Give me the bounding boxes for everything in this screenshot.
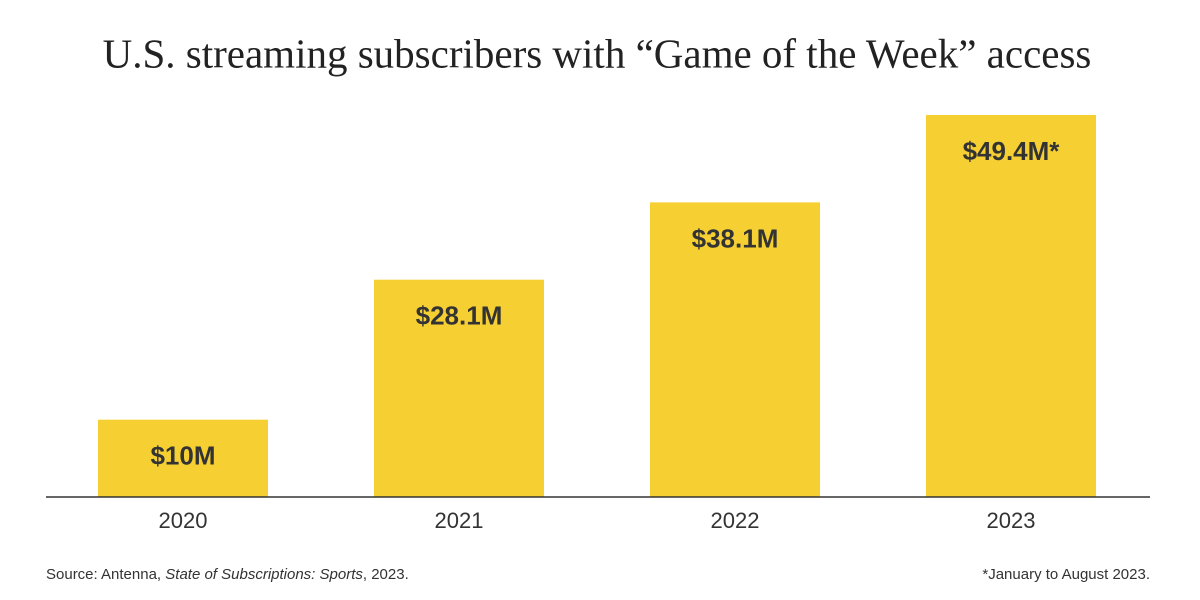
x-tick-label: 2022 bbox=[711, 508, 760, 533]
value-label: $28.1M bbox=[416, 301, 503, 331]
bar bbox=[926, 115, 1096, 497]
x-tick-label: 2023 bbox=[987, 508, 1036, 533]
value-label: $38.1M bbox=[692, 223, 779, 253]
bar bbox=[98, 419, 268, 497]
source-italic: State of Subscriptions: Sports bbox=[165, 566, 363, 583]
bar bbox=[374, 279, 544, 497]
source: Source: Antenna, State of Subscriptions:… bbox=[46, 566, 409, 583]
value-label: $49.4M* bbox=[963, 136, 1061, 166]
footnote: *January to August 2023. bbox=[982, 566, 1150, 583]
x-tick-label: 2020 bbox=[159, 508, 208, 533]
value-label: $10M bbox=[150, 441, 215, 471]
bar bbox=[650, 202, 820, 498]
source-prefix: Source: Antenna, bbox=[46, 566, 165, 583]
source-suffix: , 2023. bbox=[363, 566, 409, 583]
chart-title: U.S. streaming subscribers with “Game of… bbox=[103, 30, 1092, 76]
x-tick-label: 2021 bbox=[435, 508, 484, 533]
